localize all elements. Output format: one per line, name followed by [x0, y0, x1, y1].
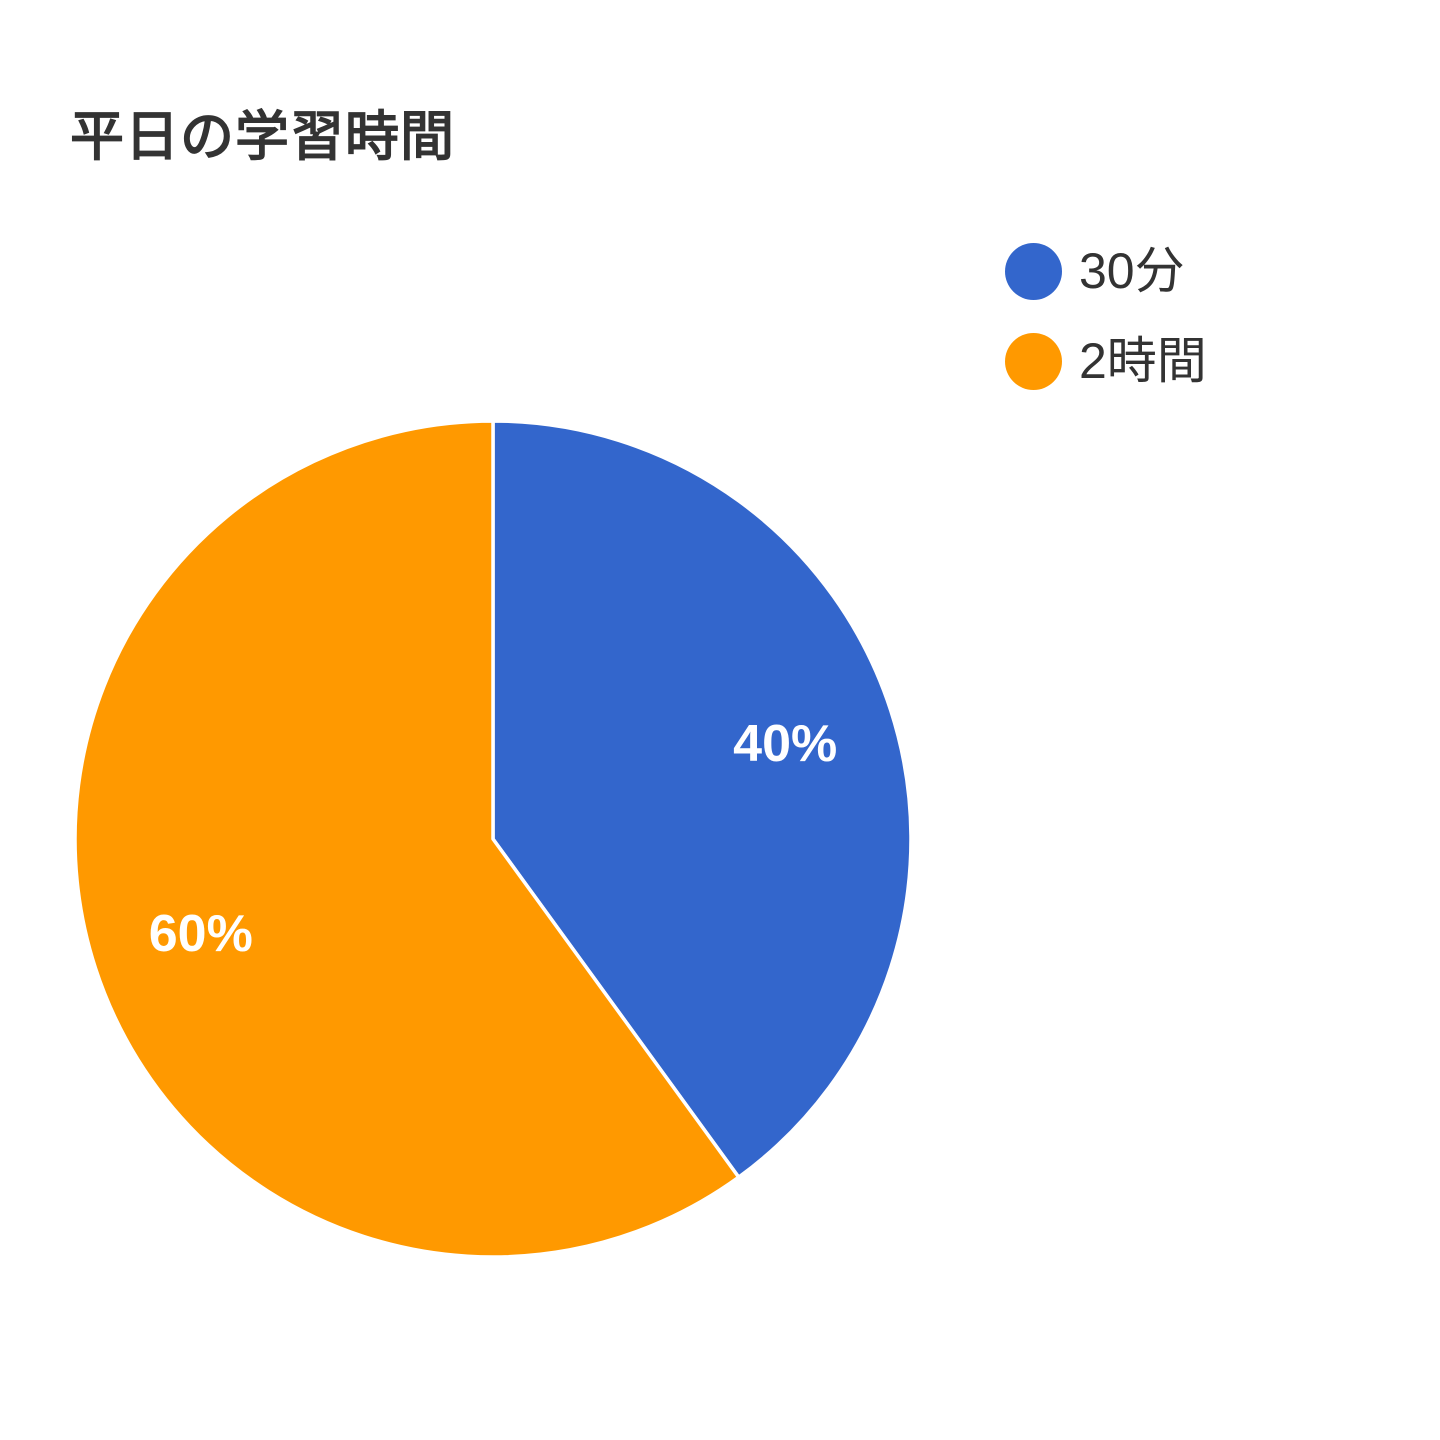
chart-legend: 30分 2時間 — [1005, 243, 1207, 390]
pie-slice-1[interactable] — [73, 419, 741, 1259]
legend-marker-circle-icon — [1005, 243, 1062, 300]
pie-slice-label: 40% — [733, 715, 837, 773]
chart-title: 平日の学習時間 — [70, 107, 455, 167]
legend-item-label: 30分 — [1079, 243, 1185, 299]
pie-slice-0[interactable] — [491, 419, 913, 1179]
legend-marker-circle-icon — [1005, 333, 1062, 390]
pie-slice-label: 60% — [149, 905, 253, 963]
legend-item-30min[interactable]: 30分 — [1005, 243, 1207, 300]
legend-item-2hours[interactable]: 2時間 — [1005, 333, 1207, 390]
legend-item-label: 2時間 — [1079, 333, 1207, 389]
